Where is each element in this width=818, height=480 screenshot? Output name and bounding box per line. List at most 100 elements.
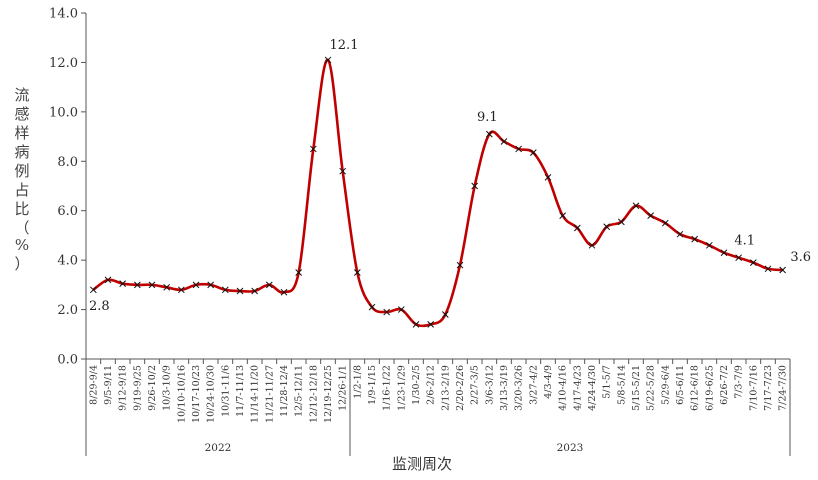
marker-stroke xyxy=(236,287,244,295)
marker-stroke xyxy=(573,224,581,232)
x-tick-label: 3/20-3/26 xyxy=(514,365,525,411)
data-point-marker xyxy=(236,287,244,295)
x-tick-label: 4/24-4/30 xyxy=(587,365,598,411)
x-tick-label: 6/12-6/18 xyxy=(690,365,701,411)
x-tick-label: 2/20-2/26 xyxy=(455,365,466,411)
x-tick-label: 3/6-3/12 xyxy=(484,365,495,405)
data-point-marker xyxy=(720,249,728,257)
data-point-marker xyxy=(647,212,655,220)
data-point-marker xyxy=(529,149,537,156)
y-tick-label: 2.0 xyxy=(57,303,78,318)
marker-stroke xyxy=(324,56,332,64)
y-tick-label: 10.0 xyxy=(49,105,78,120)
marker-stroke xyxy=(251,287,259,295)
data-point-marker xyxy=(676,230,684,238)
x-tick-label: 10/3-10/9 xyxy=(162,365,173,411)
data-point-marker xyxy=(456,261,464,269)
data-point-marker xyxy=(603,223,611,231)
marker-stroke xyxy=(295,269,303,276)
data-point-marker xyxy=(324,56,332,64)
x-tick-label: 2/13-2/19 xyxy=(440,365,451,411)
marker-stroke xyxy=(676,230,684,238)
data-label: 2.8 xyxy=(89,299,110,314)
marker-stroke xyxy=(383,308,391,316)
x-tick-label: 11/21-11/27 xyxy=(264,365,275,423)
data-point-marker xyxy=(251,287,259,295)
y-tick-label: 14.0 xyxy=(49,7,78,22)
x-tick-label: 7/24-7/30 xyxy=(778,365,789,411)
marker-stroke xyxy=(705,241,713,249)
x-tick-label: 9/26-10/2 xyxy=(147,365,158,411)
data-point-marker xyxy=(632,202,640,210)
marker-stroke xyxy=(192,281,200,289)
data-point-marker xyxy=(485,130,493,138)
data-point-marker xyxy=(749,259,757,266)
marker-stroke xyxy=(735,254,743,262)
x-tick-label: 10/31-11/6 xyxy=(220,365,231,417)
data-label: 9.1 xyxy=(477,110,498,125)
data-point-marker xyxy=(617,218,625,226)
data-point-marker xyxy=(89,286,97,294)
data-point-marker xyxy=(412,321,420,328)
x-tick-label: 5/22-5/28 xyxy=(646,365,657,411)
y-axis-label-text: 流感样病例占比（%） xyxy=(14,86,29,273)
data-point-marker xyxy=(353,269,361,276)
x-tick-label: 2/6-2/12 xyxy=(426,365,437,405)
x-tick-label: 9/12-9/18 xyxy=(118,365,129,411)
x-tick-label: 1/23-1/29 xyxy=(396,365,407,411)
data-point-marker xyxy=(441,311,449,318)
marker-stroke xyxy=(353,269,361,276)
y-tick-labels: 0.0 2.0 4.0 6.0 8.0 10.0 12.0 14.0 xyxy=(49,7,78,368)
x-tick-label: 1/2-1/8 xyxy=(352,365,363,399)
data-point-marker xyxy=(207,281,215,289)
marker-stroke xyxy=(441,311,449,318)
marker-stroke xyxy=(647,212,655,220)
marker-stroke xyxy=(544,173,552,181)
data-point-marker xyxy=(133,281,141,289)
data-point-marker xyxy=(192,281,200,289)
x-tick-label: 3/13-3/19 xyxy=(499,365,510,411)
series-markers xyxy=(89,56,787,328)
data-point-marker xyxy=(705,241,713,249)
x-tick-label: 11/14-11/20 xyxy=(250,365,261,423)
marker-stroke xyxy=(427,321,435,328)
marker-stroke xyxy=(632,202,640,210)
data-point-marker xyxy=(779,266,787,274)
data-point-marker xyxy=(104,276,112,284)
x-tick-label: 3/27-4/2 xyxy=(528,365,539,405)
data-label: 12.1 xyxy=(330,38,359,53)
marker-stroke xyxy=(749,259,757,266)
x-tick-label: 7/10-7/16 xyxy=(748,365,759,411)
marker-stroke xyxy=(471,182,479,190)
marker-stroke xyxy=(764,265,772,273)
data-point-marker xyxy=(383,308,391,316)
marker-stroke xyxy=(603,223,611,231)
data-point-marker xyxy=(397,306,405,313)
x-tick-label: 5/8-5/14 xyxy=(616,365,627,405)
data-labels: 2.8 12.1 9.1 4.1 3.6 xyxy=(89,38,811,314)
marker-stroke xyxy=(148,281,156,289)
x-tick-label: 6/19-6/25 xyxy=(704,365,715,411)
x-tick-label: 6/5-6/11 xyxy=(675,365,686,405)
marker-stroke xyxy=(119,280,127,287)
data-point-marker xyxy=(661,219,669,227)
marker-stroke xyxy=(515,145,523,153)
y-tick-label: 8.0 xyxy=(57,155,78,170)
x-tick-label: 5/1-5/7 xyxy=(602,365,613,399)
marker-stroke xyxy=(720,249,728,257)
marker-stroke xyxy=(779,266,787,274)
x-tick-label: 6/26-7/2 xyxy=(719,365,730,405)
x-tick-label: 11/28-12/4 xyxy=(279,365,290,417)
data-point-marker xyxy=(427,321,435,328)
x-tick-label: 11/7-11/13 xyxy=(235,365,246,417)
marker-stroke xyxy=(412,321,420,328)
data-point-marker xyxy=(735,254,743,262)
x-tick-label: 9/19-9/25 xyxy=(132,365,143,411)
x-tick-label: 10/24-10/30 xyxy=(206,365,217,423)
marker-stroke xyxy=(617,218,625,226)
year-groups: 2022 2023 xyxy=(85,364,791,456)
data-label: 4.1 xyxy=(734,234,755,249)
x-axis-label: 监测周次 xyxy=(392,455,452,473)
marker-stroke xyxy=(485,130,493,138)
x-tick-label: 1/9-1/15 xyxy=(367,365,378,405)
